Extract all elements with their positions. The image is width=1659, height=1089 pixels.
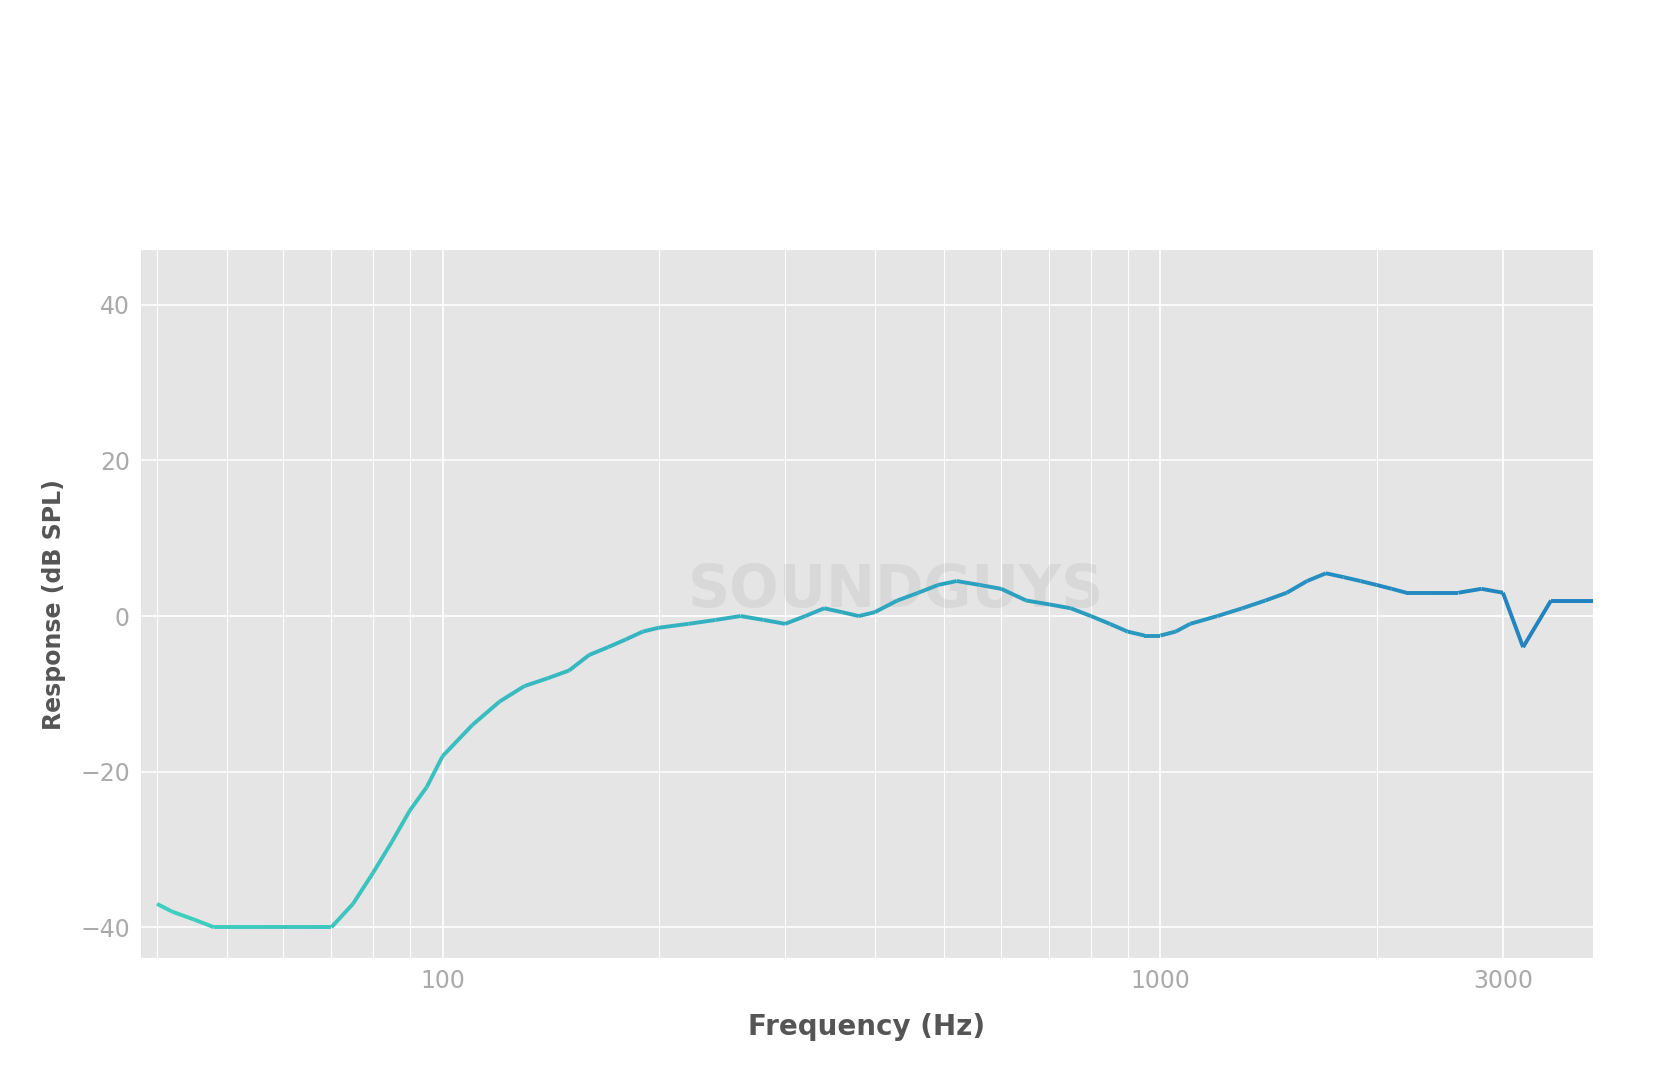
Y-axis label: Response (dB SPL): Response (dB SPL) <box>41 479 66 730</box>
X-axis label: Frequency (Hz): Frequency (Hz) <box>748 1013 985 1041</box>
Text: SOUNDGUYS: SOUNDGUYS <box>688 562 1103 619</box>
Text: JBL Clip 3 Frequency Response (voice band): JBL Clip 3 Frequency Response (voice ban… <box>315 45 1344 86</box>
